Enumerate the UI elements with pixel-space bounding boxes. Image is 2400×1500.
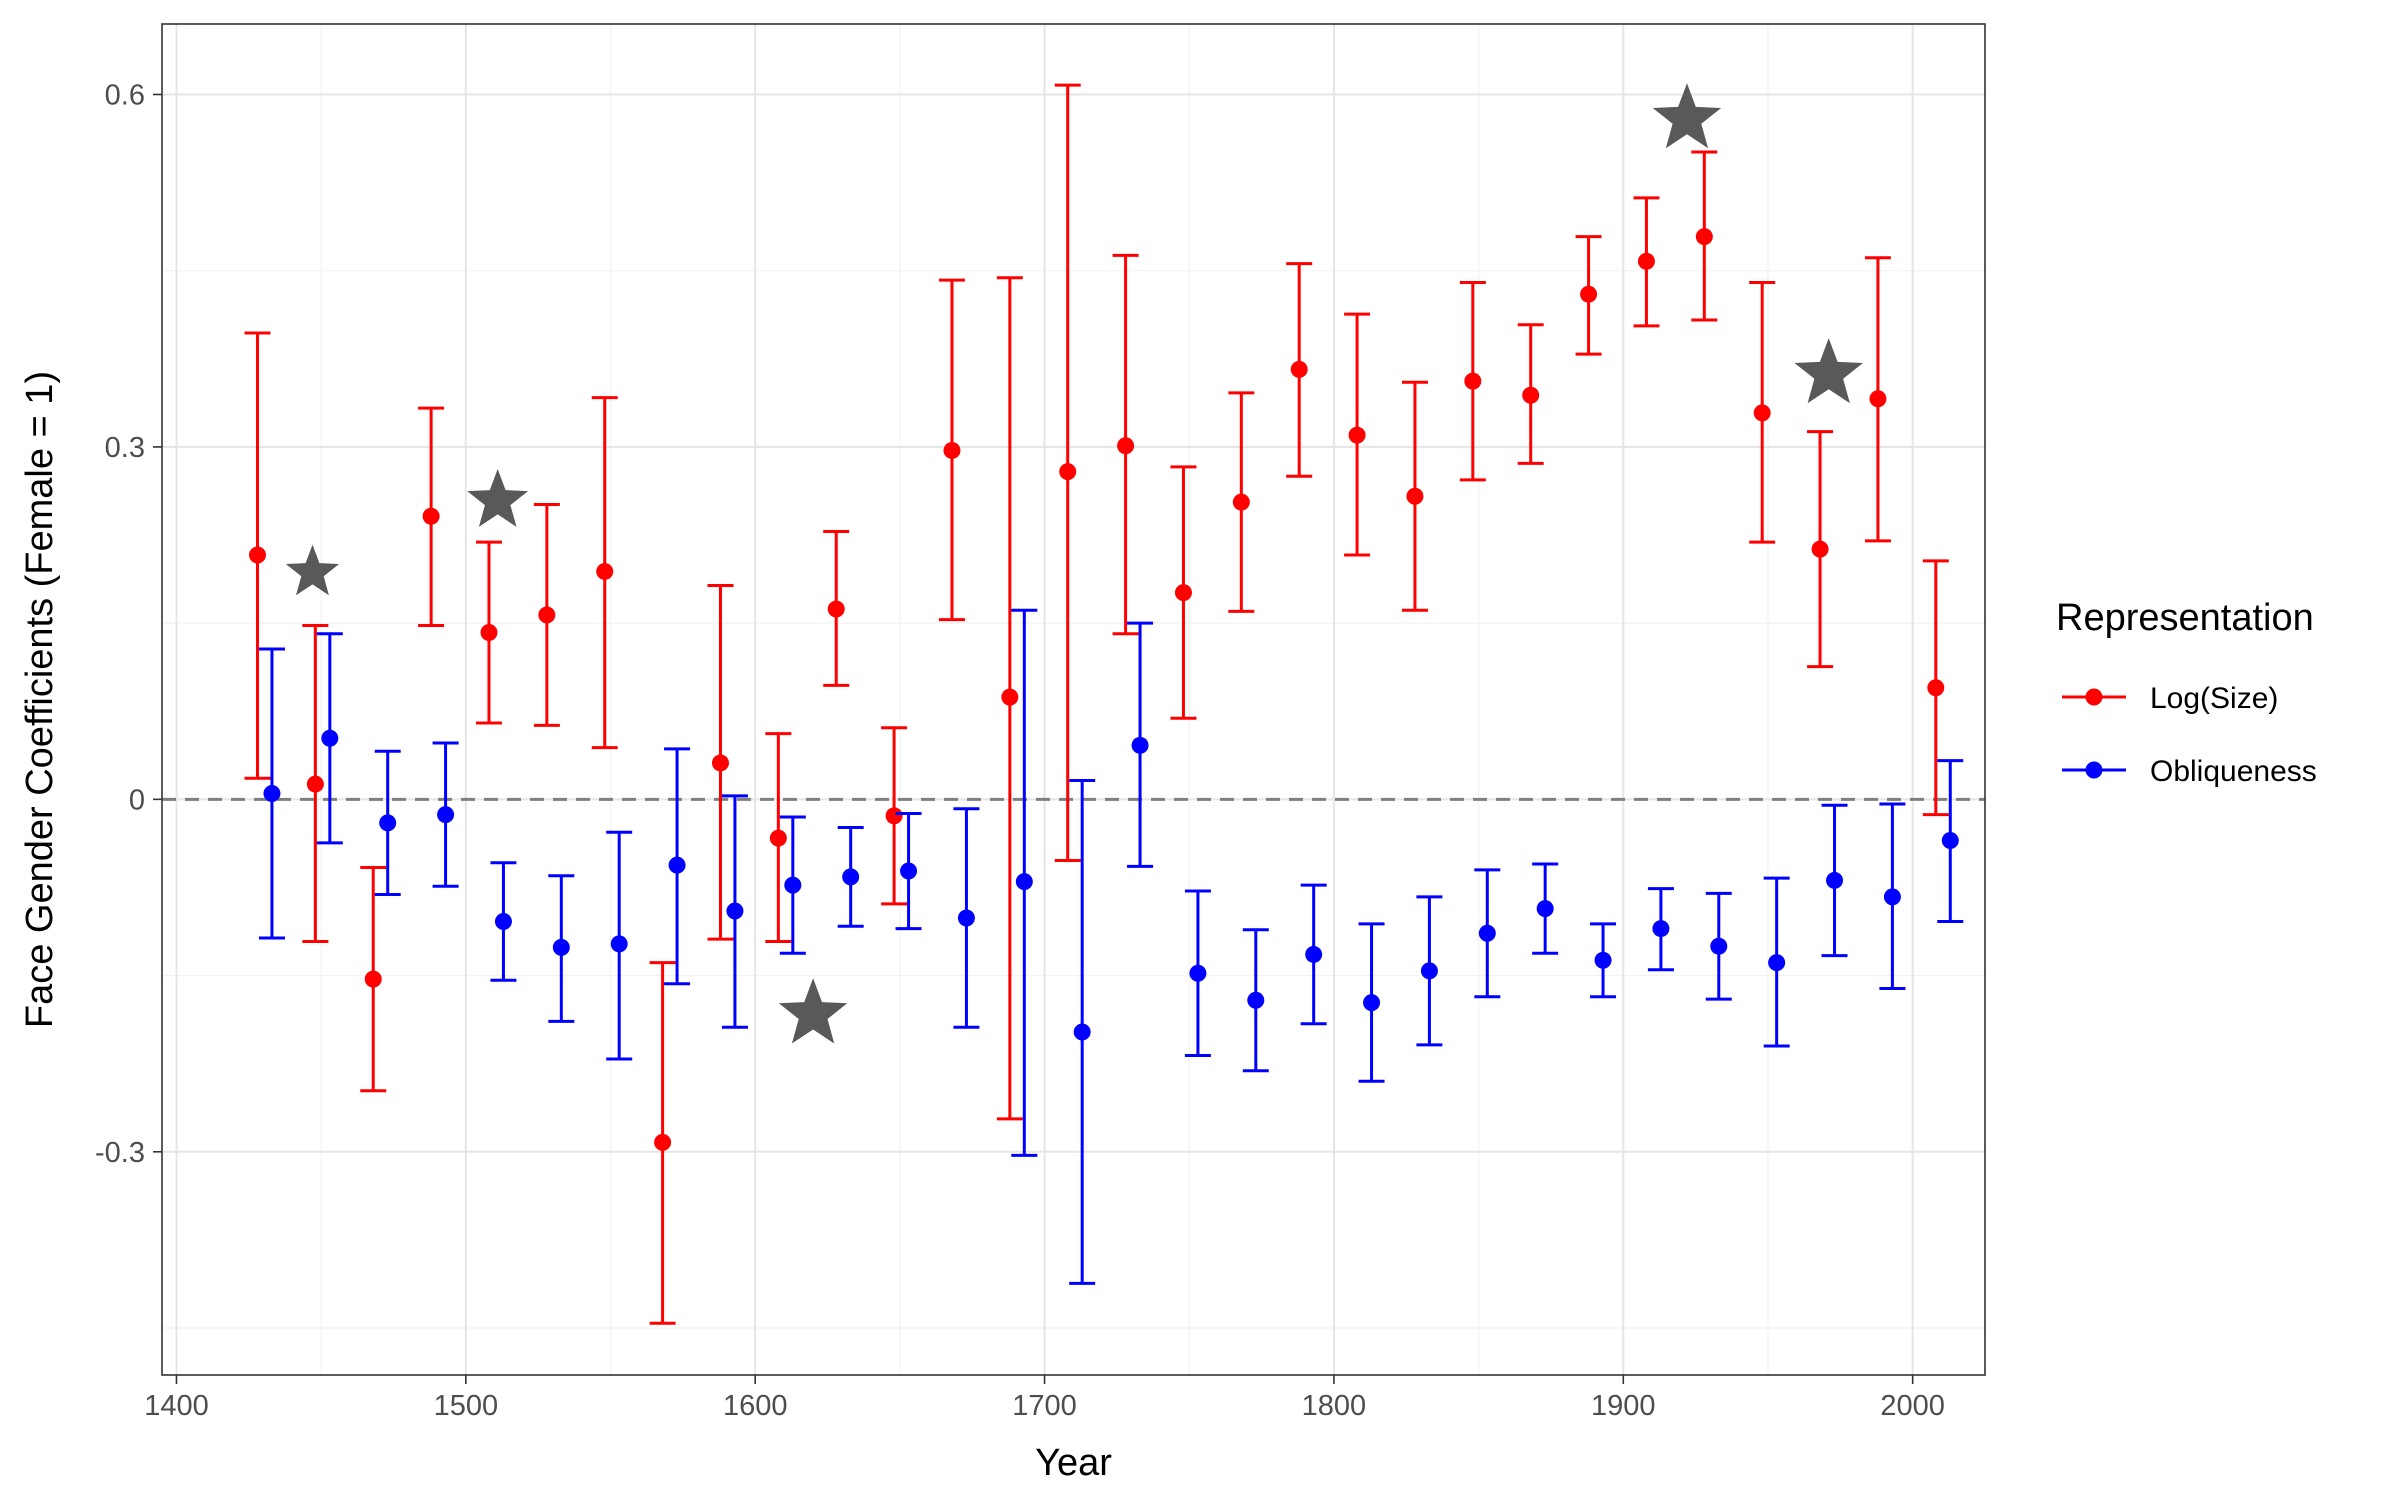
data-point	[538, 606, 556, 624]
data-point	[726, 902, 744, 920]
data-point	[1232, 493, 1250, 511]
x-tick-label: 2000	[1880, 1390, 1945, 1422]
plot-background	[162, 24, 1985, 1375]
data-point	[1580, 285, 1598, 303]
data-point	[437, 806, 455, 824]
data-point	[1348, 426, 1366, 444]
data-point	[1753, 404, 1771, 422]
data-point	[1811, 540, 1829, 558]
data-point	[769, 829, 787, 847]
star-layer	[285, 83, 1863, 1044]
x-tick-label: 1500	[434, 1390, 499, 1422]
data-point	[885, 807, 903, 825]
x-tick-label: 1700	[1012, 1390, 1077, 1422]
data-point	[1363, 994, 1381, 1012]
data-point	[654, 1133, 672, 1151]
data-point	[1001, 688, 1019, 706]
data-point	[1131, 736, 1149, 754]
significance-star	[467, 469, 529, 527]
y-tick-label: 0.6	[105, 79, 145, 111]
data-point	[1174, 584, 1192, 602]
significance-star	[1794, 338, 1863, 404]
data-point	[596, 562, 614, 580]
data-point	[494, 913, 512, 931]
data-point	[321, 729, 339, 747]
data-point	[1883, 888, 1901, 906]
legend-item-Obliqueness: Obliqueness	[2062, 755, 2317, 788]
data-point	[1826, 871, 1844, 889]
data-point	[1059, 463, 1077, 481]
data-point	[1695, 228, 1713, 246]
data-point	[943, 441, 961, 459]
data-point	[827, 600, 845, 618]
data-point	[1247, 991, 1265, 1009]
data-point	[1522, 386, 1540, 404]
legend-label: Obliqueness	[2150, 755, 2317, 788]
data-point	[552, 938, 570, 956]
significance-star	[285, 544, 340, 596]
legend-label: Log(Size)	[2150, 682, 2278, 715]
data-point	[1637, 252, 1655, 270]
x-tick-label: 1800	[1302, 1390, 1367, 1422]
data-point	[1652, 920, 1670, 938]
x-tick-label: 1400	[144, 1390, 209, 1422]
data-point	[422, 507, 440, 525]
data-point	[1768, 954, 1786, 972]
series-layer	[244, 83, 1964, 1325]
data-point	[379, 814, 397, 832]
y-axis-title: Face Gender Coefficients (Female = 1)	[19, 371, 61, 1028]
data-point	[1189, 964, 1207, 982]
data-point	[1594, 951, 1612, 969]
legend-items: Log(Size) Obliqueness	[2062, 682, 2317, 788]
significance-star	[778, 978, 848, 1044]
data-point	[1464, 372, 1482, 390]
data-point	[1305, 945, 1323, 963]
x-tick-label: 1600	[723, 1390, 788, 1422]
data-point	[480, 624, 498, 642]
legend-title: Representation	[2056, 597, 2314, 639]
data-point	[1406, 487, 1424, 505]
legend-key-point	[2085, 761, 2103, 779]
data-point	[1420, 962, 1438, 980]
series-Log(Size)	[244, 83, 1949, 1325]
data-point	[1290, 360, 1308, 378]
data-point	[784, 876, 802, 894]
data-point	[711, 754, 729, 772]
significance-star	[1652, 83, 1722, 149]
legend-key-point	[2085, 688, 2103, 706]
data-point	[957, 909, 975, 927]
data-point	[900, 862, 918, 880]
x-axis-title: Year	[1035, 1442, 1112, 1484]
y-tick-label: 0.3	[105, 432, 145, 464]
plot-border	[161, 23, 1986, 1376]
data-point	[1478, 924, 1496, 942]
data-point	[1941, 831, 1959, 849]
data-point	[610, 935, 628, 953]
data-point	[263, 784, 281, 802]
x-tick-label: 1900	[1591, 1390, 1656, 1422]
data-point	[248, 546, 266, 564]
data-point	[1015, 873, 1033, 891]
data-point	[842, 868, 860, 886]
data-point	[1536, 900, 1554, 918]
y-tick-label: -0.3	[95, 1137, 145, 1169]
data-point	[1073, 1023, 1091, 1041]
y-tick-label: 0	[129, 784, 145, 816]
axes: 1400 1500 1600 1700 1800 1900 2000 -0.3 0 0.3 0.6	[95, 79, 1945, 1422]
data-point	[1710, 937, 1728, 955]
legend-item-Log(Size): Log(Size)	[2062, 682, 2278, 715]
series-Obliqueness	[258, 608, 1964, 1285]
data-point	[668, 856, 686, 874]
data-point	[364, 970, 382, 988]
data-point	[1869, 390, 1887, 408]
data-point	[1927, 679, 1945, 697]
data-point	[1117, 437, 1135, 455]
data-point	[306, 775, 324, 793]
legend: Representation Log(Size) Obliqueness	[2056, 597, 2317, 788]
